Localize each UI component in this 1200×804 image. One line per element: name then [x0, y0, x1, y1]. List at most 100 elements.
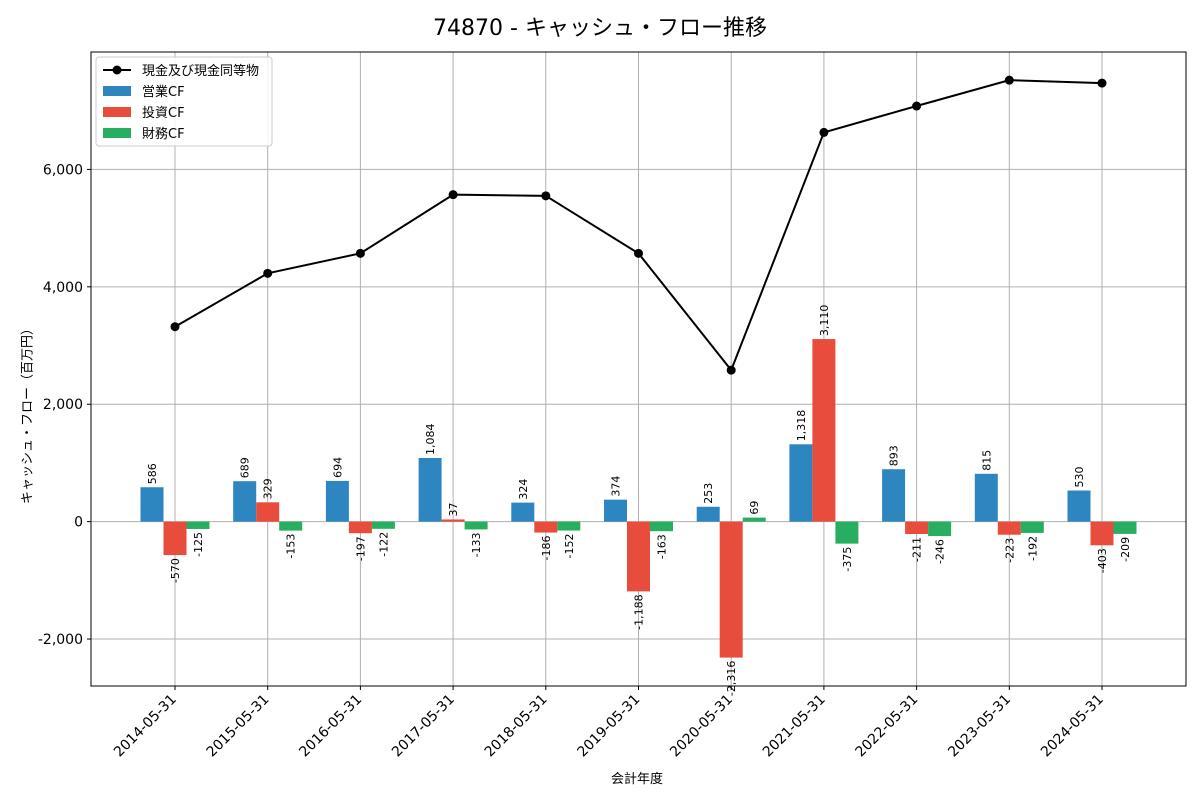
legend-label: 現金及び現金同等物 [142, 63, 259, 79]
bar [1113, 521, 1137, 534]
bar [1020, 521, 1044, 533]
bar [464, 521, 488, 530]
bar-value-label: 893 [888, 445, 901, 466]
bar-labels-2: -570 329 -197 37 -186 -1,188 -2,316 3,110 -211 -2… [169, 305, 1109, 696]
x-tick-label: 2023-05-31 [945, 692, 1014, 761]
bar-value-label: 69 [748, 501, 761, 515]
bar-value-label: -246 [934, 539, 947, 564]
bar-value-label: 1,318 [795, 410, 808, 442]
line-point [541, 191, 551, 201]
bar [789, 444, 813, 522]
bar [627, 521, 650, 592]
y-tick-label: 6,000 [43, 162, 83, 178]
bar [835, 521, 859, 544]
bar [696, 506, 720, 522]
y-tick-label: 2,000 [43, 397, 83, 413]
line-point [355, 248, 365, 258]
bar [905, 521, 929, 535]
bar-labels-3: -125 -153 -122 -133 -152 -163 69 -375 -246 -192 -2… [192, 501, 1132, 572]
y-axis-label: キャッシュ・フロー（百万円） [20, 321, 36, 505]
x-tick-label: 2014-05-31 [111, 692, 180, 761]
bar-series-3 [186, 517, 1137, 544]
bar-value-label: -125 [192, 532, 205, 557]
bar-series-1 [140, 444, 1091, 522]
x-tick-label: 2015-05-31 [204, 692, 273, 761]
bar [163, 521, 187, 556]
line-point [726, 365, 736, 375]
x-tick-label: 2017-05-31 [389, 692, 458, 761]
bar-value-label: -1,188 [633, 594, 646, 629]
bar-value-label: -403 [1096, 548, 1109, 573]
bar-value-label: -197 [354, 536, 367, 561]
line-series [170, 75, 1107, 375]
bar-labels-1: 586 689 694 1,084 324 374 253 1,318 893 815 530 [146, 410, 1086, 504]
x-axis-label: 会計年度 [610, 772, 663, 787]
bar-value-label: -570 [169, 558, 182, 583]
bar [974, 473, 998, 522]
bar [557, 521, 581, 531]
bar [371, 521, 395, 529]
x-tick-label: 2020-05-31 [667, 692, 736, 761]
bar [279, 521, 303, 531]
bar [348, 521, 372, 534]
bar [256, 502, 280, 522]
bar-value-label: 694 [331, 457, 344, 478]
bar [140, 487, 164, 522]
bar-value-label: -223 [1003, 538, 1016, 563]
bar [233, 481, 257, 522]
bar [719, 521, 743, 658]
y-tick-label: 0 [74, 515, 83, 531]
bar-value-label: -2,316 [725, 661, 738, 696]
bar-value-label: -186 [540, 536, 553, 561]
legend-marker [112, 65, 122, 75]
bar [997, 521, 1021, 535]
legend-swatch [103, 107, 131, 117]
bar [1067, 490, 1091, 522]
bar-value-label: -152 [563, 534, 576, 559]
bar-value-label: 689 [239, 457, 252, 478]
bar-value-label: 374 [610, 476, 623, 497]
bar-value-label: 329 [262, 478, 275, 499]
bar [325, 480, 349, 522]
bar [441, 519, 465, 522]
x-tick-label: 2022-05-31 [853, 692, 922, 761]
bar [742, 517, 766, 522]
x-tick-label: 2024-05-31 [1038, 692, 1107, 761]
line-point [1004, 75, 1014, 85]
line-point [634, 248, 643, 258]
line-point [1097, 78, 1107, 88]
x-axis-ticks: 2014-05-31 2015-05-31 2016-05-31 2017-05-31… [111, 686, 1107, 760]
bar-value-label: 1,084 [424, 423, 437, 455]
bar-value-label: 253 [702, 483, 715, 504]
bar-value-label: -163 [656, 534, 669, 559]
bar-value-label: 530 [1073, 467, 1086, 488]
bar [604, 499, 627, 522]
bar-series-2 [163, 339, 1114, 658]
y-axis-ticks: -2,000 0 2,000 4,000 6,000 [38, 162, 91, 648]
bar-value-label: -209 [1119, 537, 1132, 562]
bar [812, 339, 836, 522]
legend-swatch [103, 86, 131, 96]
legend-swatch [103, 128, 131, 138]
legend-box [95, 56, 273, 147]
y-tick-label: 4,000 [43, 280, 83, 296]
bar [511, 502, 535, 522]
y-tick-label: -2,000 [38, 632, 83, 648]
bar-value-label: 37 [447, 502, 460, 516]
x-tick-label: 2019-05-31 [574, 692, 643, 761]
bar [882, 469, 906, 522]
bar-value-label: -153 [285, 534, 298, 559]
bar-value-label: -122 [377, 532, 390, 557]
line-point [912, 101, 922, 111]
bar-value-label: -133 [470, 532, 483, 557]
bar [534, 521, 558, 533]
line-point [263, 268, 273, 278]
bar [928, 521, 952, 537]
bar [1090, 521, 1114, 546]
bar-value-label: -211 [911, 537, 924, 562]
x-tick-label: 2018-05-31 [482, 692, 551, 761]
chart-title: 74870 - キャッシュ・フロー推移 [433, 16, 767, 41]
line-point [170, 322, 180, 332]
x-tick-label: 2016-05-31 [296, 692, 365, 761]
